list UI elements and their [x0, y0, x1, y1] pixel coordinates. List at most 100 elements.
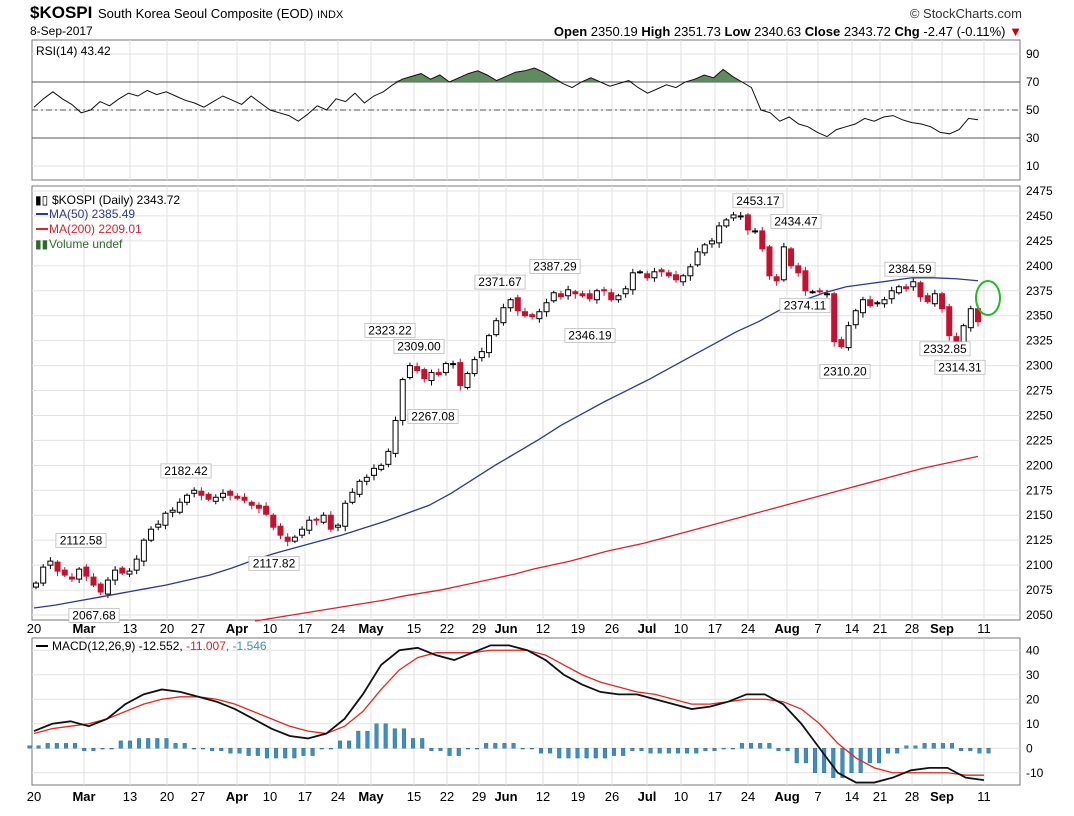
price-callout-16: 2314.31: [938, 360, 982, 374]
price-callout-box-9: [564, 328, 616, 343]
price-ytick-2400: 2400: [1026, 259, 1053, 273]
macd-hist-bar-27-0: [520, 748, 525, 750]
ma200-line: [254, 455, 979, 622]
price-callout-box-12: [779, 298, 831, 314]
candle-body-122: [910, 281, 917, 288]
macd-xtick-5: Apr: [226, 789, 248, 804]
candle-body-40: [320, 514, 327, 523]
price-xtick-4: 27: [191, 621, 205, 636]
candle-body-44: [349, 491, 356, 503]
low-value: 2340.63: [754, 24, 802, 39]
macd-hist-bar-40-0: [758, 743, 763, 749]
candle-body-35: [284, 536, 291, 542]
macd-hist-bar-30-1: [584, 748, 589, 759]
candle-body-71: [543, 302, 550, 313]
candle-body-45: [356, 480, 363, 495]
macd-hist-bar-6-1: [146, 738, 151, 749]
price-callout-15: 2332.85: [923, 342, 967, 356]
macd-hist-bar-6-0: [137, 738, 142, 749]
macd-hist-bar-35-1: [675, 748, 680, 754]
volume-legend-icon: ▮▮: [35, 237, 48, 251]
macd-hist-bar-8-1: [182, 743, 187, 749]
candle-body-26: [219, 492, 226, 498]
price-callout-5: 2309.00: [397, 340, 441, 354]
rsi-panel: 10 30 50 70 90 RSI(14) 43.42: [31, 39, 1040, 181]
price-xtick-13: Jun: [494, 621, 517, 636]
macd-hist-bar-36-1: [694, 748, 699, 754]
macd-hist-bar-13-0: [264, 748, 269, 759]
candle-body-28: [234, 495, 241, 499]
candle-body-55: [428, 372, 435, 382]
price-callout-box-8: [529, 259, 581, 274]
macd-hist-bar-26-1: [511, 743, 516, 749]
candle-body-27: [227, 490, 234, 496]
price-ytick-2150: 2150: [1026, 508, 1053, 522]
macd-hist-bar-43-0: [813, 748, 818, 773]
brand-logo[interactable]: © StockCharts.com: [909, 6, 1022, 21]
macd-hist-bar-27-1: [529, 748, 534, 750]
macd-legend-part-3: -1.546: [233, 639, 267, 653]
ohlc-readout: Open 2350.19 High 2351.73 Low 2340.63 Cl…: [554, 24, 1022, 39]
candle-body-65: [500, 307, 507, 324]
macd-xtick-17: Jul: [638, 789, 657, 804]
candle-body-123: [917, 282, 924, 298]
macd-hist-bar-47-0: [886, 748, 891, 754]
price-callout-box-14: [884, 261, 936, 277]
candle-body-111: [831, 293, 838, 343]
macd-hist-bar-18-0: [356, 730, 361, 749]
macd-hist-bar-21-0: [411, 738, 416, 749]
price-ytick-2375: 2375: [1026, 284, 1053, 298]
macd-hist-bar-25-1: [493, 743, 498, 749]
candle-body-81: [615, 295, 622, 301]
price-xtick-7: 17: [298, 621, 312, 636]
price-xtick-23: 14: [845, 621, 859, 636]
candle-body-120: [895, 286, 902, 294]
macd-hist-bar-46-0: [867, 748, 872, 764]
macd-hist-bar-44-0: [831, 748, 836, 778]
macd-hist-bar-22-0: [429, 748, 434, 751]
candle-body-57: [442, 363, 449, 374]
macd-hist-bar-9-0: [191, 748, 196, 750]
candle-body-87: [658, 269, 665, 273]
macd-hist-bar-10-1: [219, 748, 224, 751]
candle-body-54: [421, 369, 428, 380]
macd-hist-bar-15-0: [301, 748, 306, 756]
candle-body-124: [924, 295, 931, 303]
candle-body-91: [687, 266, 694, 277]
candle-body-97: [730, 214, 737, 219]
price-xtick-10: 15: [407, 621, 421, 636]
candle-body-83: [629, 272, 636, 291]
price-callout-7: 2371.67: [478, 275, 522, 289]
candle-body-112: [838, 339, 845, 348]
macd-xtick-2: 13: [123, 789, 137, 804]
rsi-ytick-70: 70: [1026, 75, 1040, 89]
chart-header: $KOSPI South Korea Seoul Composite (EOD)…: [0, 0, 1074, 40]
candle-body-70: [536, 311, 543, 320]
candle-body-77: [586, 293, 593, 300]
macd-xtick-20: 24: [741, 789, 755, 804]
price-callout-2: 2182.42: [164, 464, 208, 478]
candle-body-53: [414, 366, 421, 372]
candle-body-36: [291, 536, 298, 542]
candle-body-50: [392, 419, 399, 454]
price-ytick-2050: 2050: [1026, 608, 1053, 622]
macd-hist-bar-23-1: [456, 748, 461, 756]
macd-hist-bar-32-0: [612, 748, 617, 756]
macd-xtick-4: 27: [191, 789, 205, 804]
price-xtick-20: 24: [741, 621, 755, 636]
candle-body-66: [507, 299, 514, 309]
macd-legend-part-0: MACD(12,26,9): [52, 639, 139, 653]
candle-body-129: [960, 325, 967, 344]
candle-body-73: [557, 293, 564, 298]
price-xtick-24: 21: [873, 621, 887, 636]
candle-body-2: [47, 560, 54, 566]
price-xtick-3: 20: [160, 621, 174, 636]
candle-body-46: [363, 476, 370, 482]
macd-hist-bar-10-0: [210, 748, 215, 751]
candle-body-34: [277, 525, 284, 536]
macd-hist-bar-12-0: [246, 748, 251, 756]
macd-hist-bar-28-1: [548, 748, 553, 754]
candle-body-49: [385, 450, 392, 465]
candle-body-7: [83, 566, 90, 577]
